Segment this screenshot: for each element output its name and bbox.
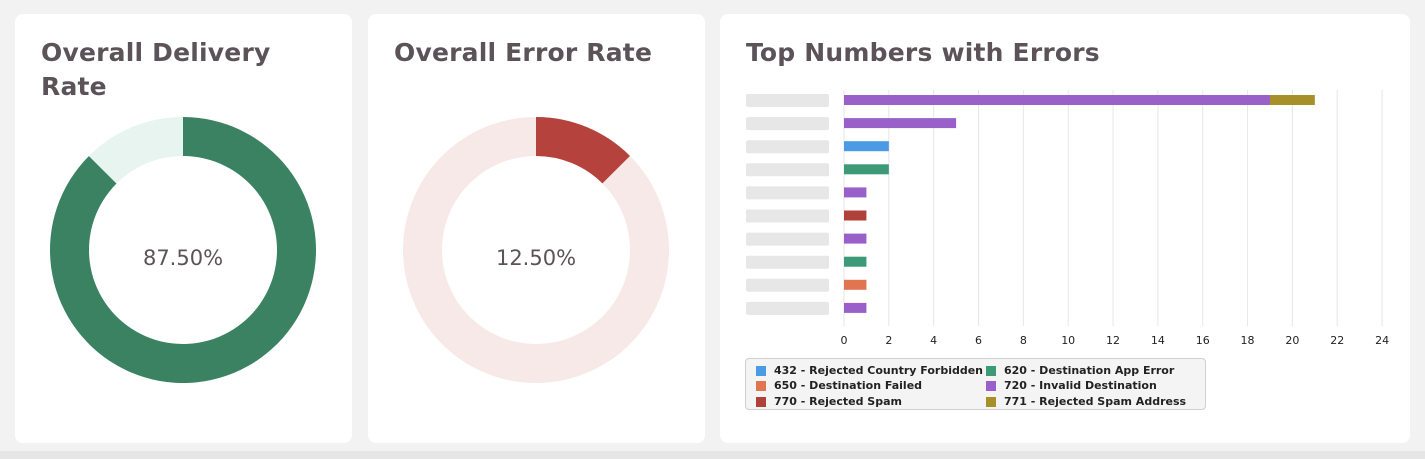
x-tick-label: 10 <box>1061 334 1075 347</box>
bar-segment-720[interactable] <box>844 187 867 198</box>
legend-item-620[interactable]: 620 - Destination App Error <box>986 364 1206 378</box>
chart-bars <box>844 95 1315 313</box>
legend-item-770[interactable]: 770 - Rejected Spam <box>756 395 986 409</box>
x-tick-label: 6 <box>975 334 982 347</box>
x-tick-label: 18 <box>1241 334 1255 347</box>
bar-segment-650[interactable] <box>844 279 867 290</box>
top-numbers-bar-chart: 0 2 4 6 8 10 12 14 16 18 20 22 24 <box>746 90 1390 347</box>
chart-gridlines <box>843 90 1383 326</box>
delivery-rate-value: 87.50% <box>143 246 223 270</box>
x-tick-label: 16 <box>1196 334 1210 347</box>
x-tick-label: 24 <box>1375 334 1389 347</box>
delivery-arc-delivered[interactable] <box>50 117 317 384</box>
legend-label: 650 - Destination Failed <box>774 379 923 393</box>
delivery-rate-card: Overall Delivery Rate 87.50% <box>15 14 352 443</box>
x-tick-label: 14 <box>1151 334 1165 347</box>
error-rate-donut: 12.50% <box>402 117 669 383</box>
legend-swatch <box>756 381 766 392</box>
row-label-placeholders <box>746 94 829 315</box>
legend-swatch <box>986 366 996 377</box>
legend-item-771[interactable]: 771 - Rejected Spam Address <box>986 395 1206 409</box>
x-tick-label: 12 <box>1106 334 1120 347</box>
row-label-redacted <box>746 117 829 131</box>
delivery-arc-remaining[interactable] <box>88 117 183 184</box>
row-label-redacted <box>746 255 829 269</box>
bar-segment-720[interactable] <box>844 302 867 313</box>
top-numbers-title: Top Numbers with Errors <box>746 38 1100 67</box>
error-arc-remaining[interactable] <box>402 117 669 383</box>
row-label-redacted <box>746 94 829 107</box>
row-label-redacted <box>746 278 829 292</box>
x-tick-label: 2 <box>885 334 892 347</box>
legend-label: 770 - Rejected Spam <box>774 394 902 408</box>
legend-item-432[interactable]: 432 - Rejected Country Forbidden <box>756 364 986 378</box>
bar-segment-720[interactable] <box>844 118 957 129</box>
legend-label: 771 - Rejected Spam Address <box>1004 394 1187 408</box>
bar-segment-432[interactable] <box>844 141 889 152</box>
x-axis-ticks: 0 2 4 6 8 10 12 14 16 18 20 22 24 <box>841 334 1390 347</box>
chart-legend: 432 - Rejected Country Forbidden 620 - De… <box>745 358 1206 410</box>
bar-segment-771[interactable] <box>1269 95 1315 105</box>
row-label-redacted <box>746 163 829 177</box>
error-rate-card: Overall Error Rate 12.50% <box>368 14 705 443</box>
bar-segment-720[interactable] <box>844 95 1270 105</box>
x-tick-label: 0 <box>841 334 848 347</box>
x-tick-label: 4 <box>930 334 937 347</box>
row-label-redacted <box>746 301 829 315</box>
legend-item-650[interactable]: 650 - Destination Failed <box>756 379 986 393</box>
legend-swatch <box>986 381 996 392</box>
x-tick-label: 8 <box>1020 334 1027 347</box>
legend-swatch <box>756 396 766 407</box>
bar-segment-770[interactable] <box>844 210 867 221</box>
legend-label: 620 - Destination App Error <box>1004 364 1175 378</box>
legend-item-720[interactable]: 720 - Invalid Destination <box>986 379 1206 393</box>
legend-swatch <box>756 366 766 377</box>
row-label-redacted <box>746 209 829 223</box>
x-tick-label: 20 <box>1285 334 1299 347</box>
bar-segment-620[interactable] <box>844 256 867 267</box>
bar-segment-720[interactable] <box>844 233 867 244</box>
error-rate-value: 12.50% <box>496 246 576 270</box>
page-bottom-edge <box>0 451 1425 459</box>
bar-segment-620[interactable] <box>844 164 889 175</box>
legend-label: 720 - Invalid Destination <box>1004 379 1157 393</box>
legend-label: 432 - Rejected Country Forbidden <box>774 364 983 378</box>
delivery-rate-donut: 87.50% <box>50 117 317 384</box>
error-arc-errors[interactable] <box>536 117 631 184</box>
row-label-redacted <box>746 186 829 200</box>
error-rate-title: Overall Error Rate <box>394 38 653 67</box>
row-label-redacted <box>746 140 829 154</box>
legend-swatch <box>986 396 996 407</box>
x-tick-label: 22 <box>1330 334 1344 347</box>
delivery-rate-title: Overall Delivery Rate <box>41 38 271 101</box>
row-label-redacted <box>746 232 829 246</box>
top-numbers-card: Top Numbers with Errors 0 2 4 6 8 10 12 14 16 18 2… <box>720 14 1410 443</box>
